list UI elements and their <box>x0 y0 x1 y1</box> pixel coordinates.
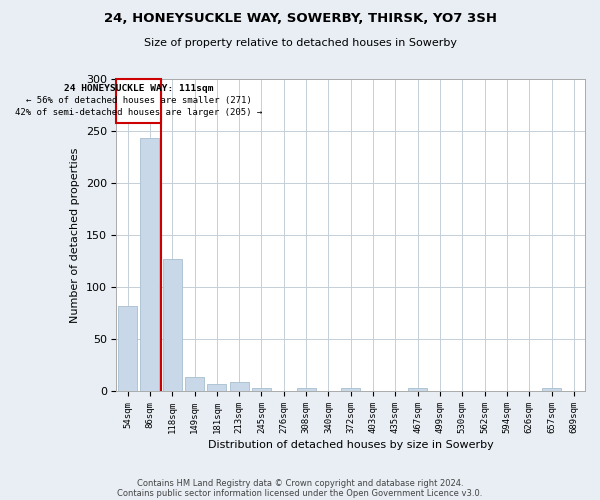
Bar <box>252 388 271 391</box>
Bar <box>341 388 360 391</box>
Bar <box>542 388 561 391</box>
Bar <box>116 79 161 122</box>
Text: 24, HONEYSUCKLE WAY, SOWERBY, THIRSK, YO7 3SH: 24, HONEYSUCKLE WAY, SOWERBY, THIRSK, YO… <box>104 12 497 26</box>
X-axis label: Distribution of detached houses by size in Sowerby: Distribution of detached houses by size … <box>208 440 494 450</box>
Bar <box>118 306 137 391</box>
Bar <box>408 388 427 391</box>
Text: 42% of semi-detached houses are larger (205) →: 42% of semi-detached houses are larger (… <box>15 108 262 117</box>
Y-axis label: Number of detached properties: Number of detached properties <box>70 148 80 322</box>
Bar <box>185 376 204 391</box>
Text: Contains HM Land Registry data © Crown copyright and database right 2024.: Contains HM Land Registry data © Crown c… <box>137 478 463 488</box>
Bar <box>140 138 160 391</box>
Bar <box>163 259 182 391</box>
Bar <box>296 388 316 391</box>
Text: ← 56% of detached houses are smaller (271): ← 56% of detached houses are smaller (27… <box>26 96 251 104</box>
Bar <box>230 382 248 391</box>
Text: Contains public sector information licensed under the Open Government Licence v3: Contains public sector information licen… <box>118 488 482 498</box>
Bar <box>208 384 226 391</box>
Text: 24 HONEYSUCKLE WAY: 111sqm: 24 HONEYSUCKLE WAY: 111sqm <box>64 84 214 93</box>
Text: Size of property relative to detached houses in Sowerby: Size of property relative to detached ho… <box>143 38 457 48</box>
